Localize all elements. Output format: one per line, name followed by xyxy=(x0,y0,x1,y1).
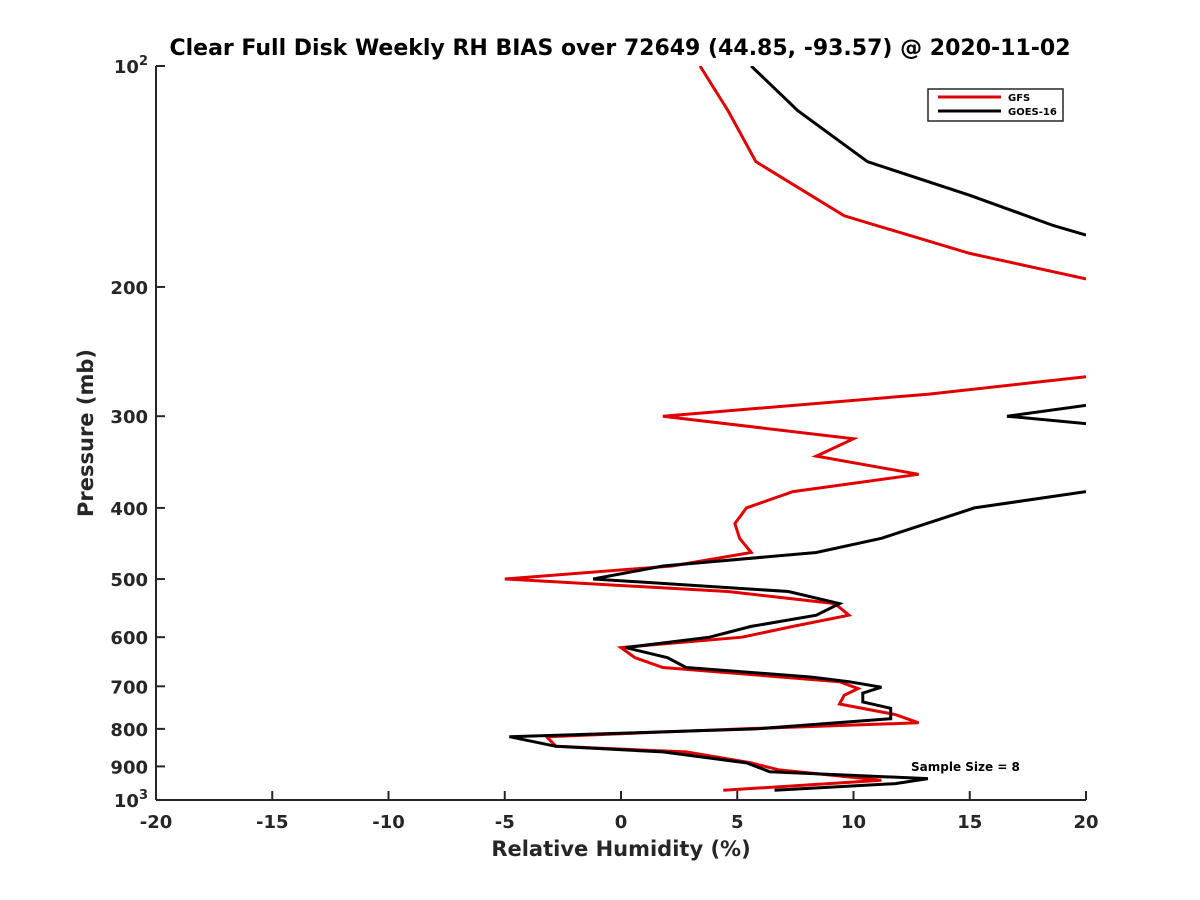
x-tick-label: 0 xyxy=(615,812,628,833)
x-tick-label: 5 xyxy=(731,812,744,833)
series-line-goes16 xyxy=(1006,403,1086,426)
y-tick-label: 400 xyxy=(110,499,148,520)
x-tick-label: 20 xyxy=(1073,812,1098,833)
legend-label-gfs: GFS xyxy=(1008,93,1030,104)
series-line-goes16 xyxy=(750,66,1086,237)
y-tick-label: 900 xyxy=(110,757,148,778)
y-tick-label: 300 xyxy=(110,407,148,428)
x-tick-label: 15 xyxy=(957,812,982,833)
series-line-gfs xyxy=(504,375,1086,792)
series-line-gfs xyxy=(698,66,1086,281)
legend-label-goes16: GOES-16 xyxy=(1008,107,1057,118)
y-axis-label: Pressure (mb) xyxy=(74,349,98,517)
series-line-goes16 xyxy=(509,490,1086,792)
x-tick-label: -10 xyxy=(372,812,405,833)
x-tick-label: -5 xyxy=(495,812,515,833)
x-axis-label: Relative Humidity (%) xyxy=(491,837,750,861)
y-tick-label: 800 xyxy=(110,720,148,741)
y-tick-label: 500 xyxy=(110,570,148,591)
chart-title: Clear Full Disk Weekly RH BIAS over 7264… xyxy=(169,36,1070,61)
y-tick-label: 600 xyxy=(110,628,148,649)
series-layer xyxy=(504,66,1086,792)
y-tick-label: 200 xyxy=(110,278,148,299)
x-tick-label: 10 xyxy=(841,812,866,833)
plot-area-frame xyxy=(156,66,1086,800)
y-ticks: 102 200 300 400 500 600 700 800 900 103 xyxy=(110,54,165,812)
sample-size-annotation: Sample Size = 8 xyxy=(911,760,1020,774)
y-tick-label: 700 xyxy=(110,677,148,698)
y-tick-label: 102 xyxy=(114,54,148,78)
y-tick-label: 103 xyxy=(114,788,148,812)
x-tick-label: -15 xyxy=(256,812,289,833)
x-ticks: -20 -15 -10 -5 0 5 10 15 20 xyxy=(140,791,1099,833)
x-tick-label: -20 xyxy=(140,812,173,833)
legend-box xyxy=(927,88,1064,122)
legend: GFS GOES-16 xyxy=(927,88,1064,122)
